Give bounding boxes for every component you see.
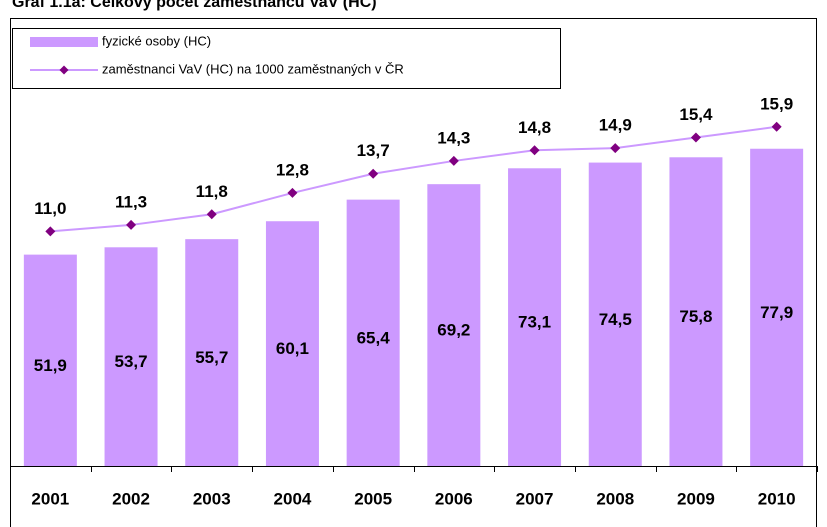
x-tick-label: 2005 <box>354 489 392 508</box>
bar <box>750 148 804 466</box>
bar <box>427 184 481 466</box>
x-tick-label: 2002 <box>112 489 150 508</box>
line-value-label: 14,8 <box>518 118 551 137</box>
x-tick-label: 2008 <box>596 489 634 508</box>
bar <box>185 239 239 466</box>
legend-label: zaměstnanci VaV (HC) na 1000 zaměstnanýc… <box>102 61 404 76</box>
bar <box>508 168 562 466</box>
x-tick-label: 2004 <box>274 489 312 508</box>
line-marker <box>45 226 56 237</box>
line-value-label: 13,7 <box>357 141 390 160</box>
bar-value-label: 60,1 <box>276 339 309 358</box>
x-tick-label: 2009 <box>677 489 715 508</box>
bar <box>588 162 642 466</box>
x-tick-label: 2006 <box>435 489 473 508</box>
line-marker <box>610 143 621 154</box>
line-marker <box>126 219 137 230</box>
line-marker <box>206 209 217 220</box>
bar <box>104 247 158 466</box>
line-value-label: 11,0 <box>34 199 66 218</box>
line-value-label: 11,3 <box>115 192 147 211</box>
line-value-label: 11,8 <box>196 182 228 201</box>
bar <box>346 199 400 467</box>
bar-value-label: 51,9 <box>34 356 67 375</box>
legend-swatch <box>30 37 98 47</box>
x-tick-label: 2001 <box>31 489 69 508</box>
line-marker <box>448 155 459 166</box>
bar-value-label: 53,7 <box>115 352 148 371</box>
line-value-label: 14,9 <box>599 116 632 135</box>
line <box>50 125 777 233</box>
line-marker <box>771 121 782 132</box>
legend-label: fyzické osoby (HC) <box>102 33 211 48</box>
bar-value-label: 74,5 <box>599 310 632 329</box>
bar-value-label: 55,7 <box>195 348 228 367</box>
bar-value-label: 69,2 <box>437 321 470 340</box>
line-marker <box>529 145 540 156</box>
line-marker <box>368 168 379 179</box>
x-tick-label: 2003 <box>193 489 231 508</box>
bar-value-label: 73,1 <box>518 313 551 332</box>
bar-value-label: 77,9 <box>760 303 793 322</box>
x-tick-label: 2007 <box>516 489 554 508</box>
bar <box>265 221 319 466</box>
chart-title: Graf 1.1a: Celkový počet zaměstnanců VaV… <box>12 0 377 11</box>
x-tick-label: 2010 <box>758 489 796 508</box>
bar <box>23 254 77 466</box>
line-value-label: 14,3 <box>437 128 470 147</box>
legend-box <box>12 28 561 89</box>
chart-frame <box>10 18 817 527</box>
bar-value-label: 75,8 <box>679 307 712 326</box>
line-value-label: 12,8 <box>276 160 309 179</box>
line-marker <box>287 187 298 198</box>
bar <box>669 157 723 466</box>
line-value-label: 15,9 <box>760 94 793 113</box>
line-value-label: 15,4 <box>679 105 713 124</box>
bar-value-label: 65,4 <box>357 328 391 347</box>
legend-marker <box>59 65 69 75</box>
line-marker <box>690 132 701 143</box>
